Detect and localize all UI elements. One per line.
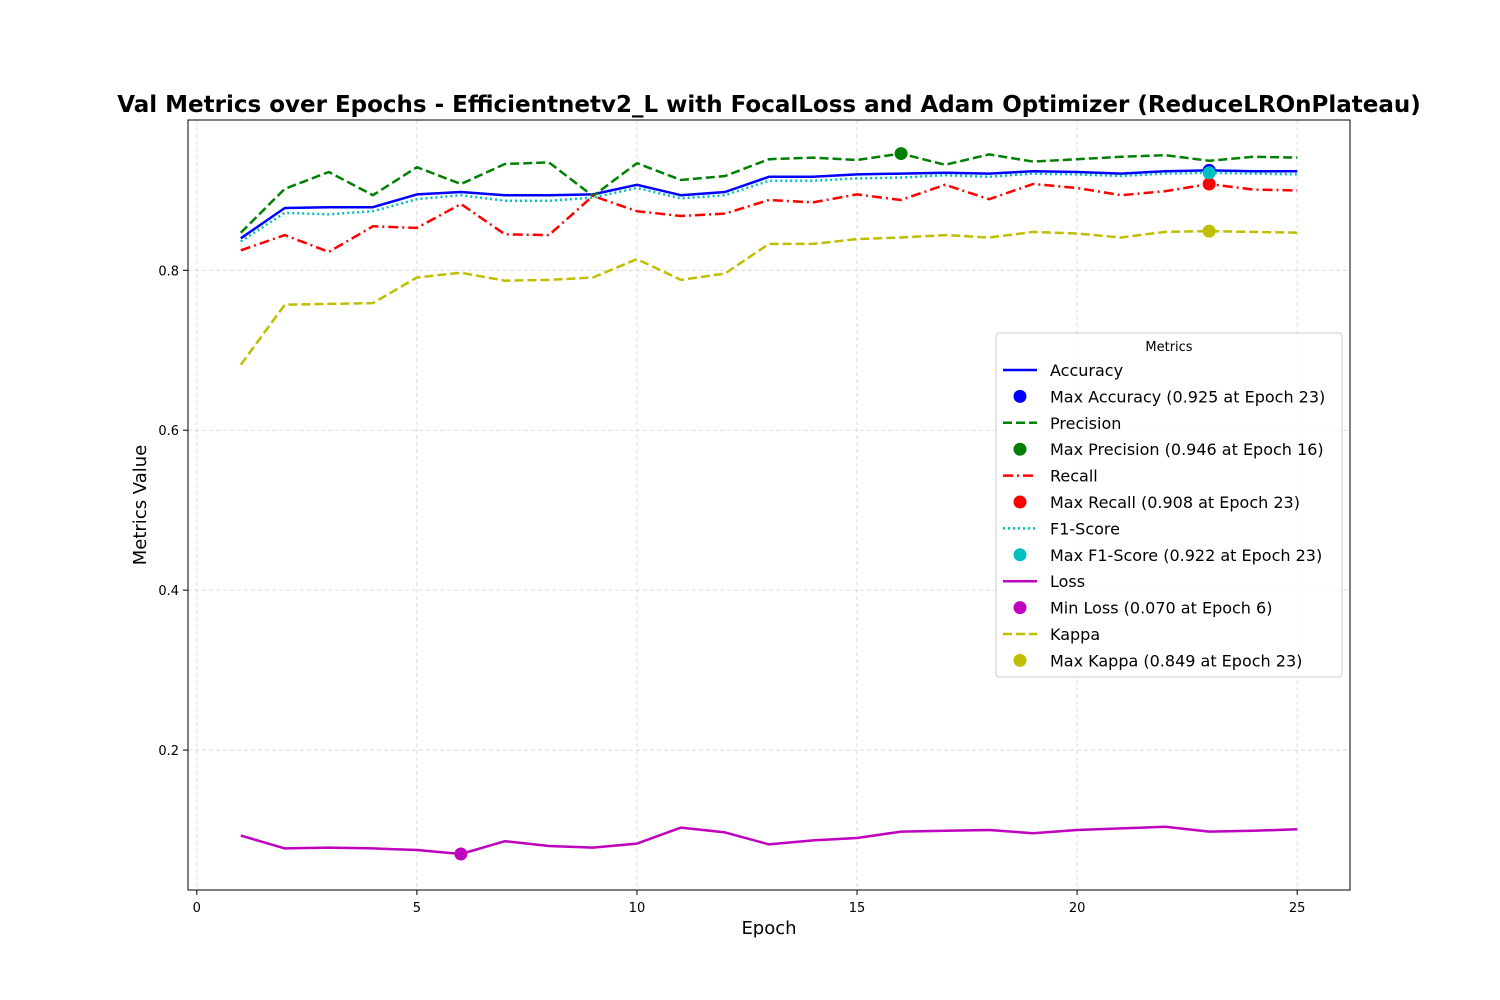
- legend-label: Max Recall (0.908 at Epoch 23): [1050, 493, 1300, 512]
- legend-marker-swatch: [1013, 442, 1027, 456]
- legend-item: Accuracy: [1003, 361, 1123, 380]
- plot-series: [239, 152, 1298, 856]
- x-tick-label: 20: [1069, 901, 1086, 916]
- legend-item: Kappa: [1003, 625, 1100, 644]
- x-axis-label: Epoch: [741, 918, 796, 939]
- x-tick-label: 10: [629, 901, 646, 916]
- y-axis-label: Metrics Value: [130, 445, 151, 566]
- legend-item: Loss: [1003, 572, 1085, 591]
- legend-label: Recall: [1050, 467, 1098, 486]
- y-tick-label: 0.4: [158, 584, 179, 599]
- series-line-loss: [240, 825, 1298, 856]
- y-tick-label: 0.2: [158, 744, 179, 759]
- legend-marker-swatch: [1013, 389, 1027, 403]
- plot-markers: [454, 147, 1216, 861]
- series-line-accuracy: [240, 169, 1298, 240]
- x-tick-label: 5: [413, 901, 421, 916]
- legend-item: Min Loss (0.070 at Epoch 6): [1013, 599, 1272, 618]
- series-line-kappa: [239, 229, 1298, 366]
- x-tick-label: 0: [193, 901, 201, 916]
- extremum-marker-1: [894, 147, 908, 161]
- legend-item: Max Recall (0.908 at Epoch 23): [1013, 493, 1300, 512]
- legend-label: Loss: [1050, 572, 1085, 591]
- legend-label: Min Loss (0.070 at Epoch 6): [1050, 599, 1272, 618]
- legend-item: Max Kappa (0.849 at Epoch 23): [1013, 651, 1302, 670]
- legend-items: Accuracy Max Accuracy (0.925 at Epoch 23)…: [1003, 361, 1325, 670]
- legend-box: [995, 332, 1343, 678]
- x-tick-label: 25: [1289, 901, 1306, 916]
- legend-item: Recall: [1003, 467, 1098, 486]
- axis-ticks: 0 5 10 15 20 25 0.2 0.4 0.6 0.8: [158, 264, 1305, 916]
- legend-item: Max Accuracy (0.925 at Epoch 23): [1013, 387, 1325, 406]
- y-tick-label: 0.8: [158, 264, 179, 279]
- legend-marker-swatch: [1013, 653, 1027, 667]
- legend-label: Max Accuracy (0.925 at Epoch 23): [1050, 387, 1325, 406]
- series-line-f1-score: [240, 171, 1298, 243]
- extremum-marker-2: [1202, 177, 1216, 191]
- legend-marker-swatch: [1013, 601, 1027, 615]
- legend-item: Max F1-Score (0.922 at Epoch 23): [1013, 546, 1322, 565]
- y-tick-label: 0.6: [158, 424, 179, 439]
- legend-marker-swatch: [1013, 495, 1027, 509]
- legend-label: Max Precision (0.946 at Epoch 16): [1050, 440, 1324, 459]
- legend-label: Precision: [1050, 414, 1121, 433]
- legend-item: Max Precision (0.946 at Epoch 16): [1013, 440, 1324, 459]
- extremum-marker-5: [1202, 224, 1216, 238]
- legend-label: F1-Score: [1050, 519, 1120, 538]
- legend-item: Precision: [1003, 414, 1121, 433]
- legend-marker-swatch: [1013, 548, 1027, 562]
- plot-frame: [187, 119, 1351, 891]
- series-line-recall: [240, 182, 1298, 254]
- legend-label: Accuracy: [1050, 361, 1123, 380]
- extremum-marker-4: [454, 847, 468, 861]
- legend-label: Kappa: [1050, 625, 1100, 644]
- legend-title: Metrics: [1145, 340, 1192, 355]
- legend: Metrics Accuracy Max Accuracy (0.925 at E…: [995, 332, 1343, 678]
- extremum-marker-3: [1202, 166, 1216, 180]
- series-line-precision: [239, 152, 1298, 234]
- x-tick-label: 15: [849, 901, 866, 916]
- legend-label: Max Kappa (0.849 at Epoch 23): [1050, 651, 1302, 670]
- legend-label: Max F1-Score (0.922 at Epoch 23): [1050, 546, 1322, 565]
- legend-item: F1-Score: [1003, 519, 1120, 538]
- chart-title: Val Metrics over Epochs - Efficientnetv2…: [117, 92, 1421, 118]
